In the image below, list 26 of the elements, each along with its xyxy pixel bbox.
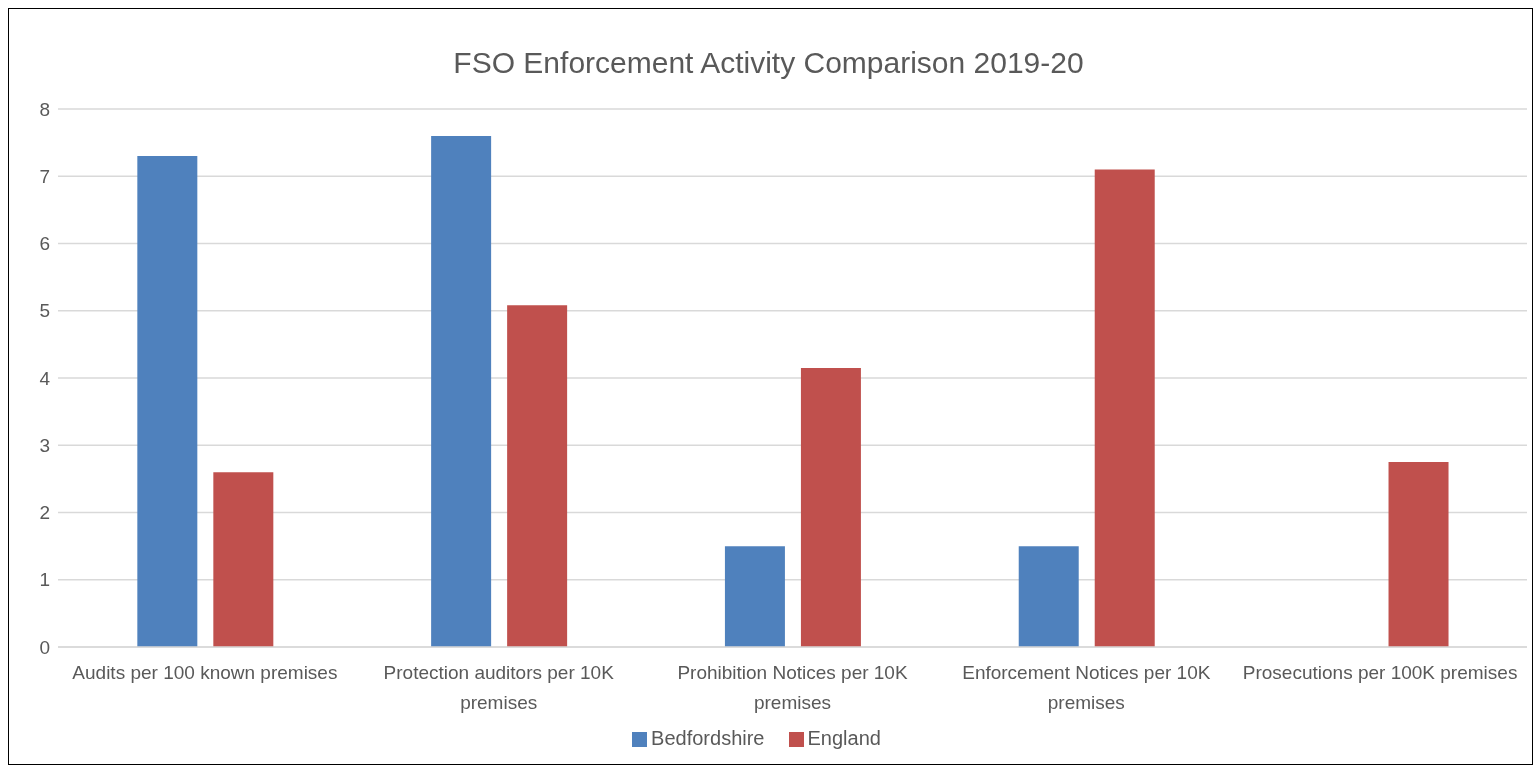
y-tick-label: 7 xyxy=(39,165,50,187)
bar xyxy=(431,135,492,647)
legend-label: England xyxy=(807,727,881,749)
bar xyxy=(1018,546,1079,647)
bar xyxy=(213,472,274,647)
y-tick-label: 2 xyxy=(39,502,50,524)
x-tick-label: Audits per 100 known premises xyxy=(72,662,338,683)
x-tick-label: Enforcement Notices per 10K premises xyxy=(962,662,1211,713)
legend-label: Bedfordshire xyxy=(651,727,765,749)
y-tick-label: 0 xyxy=(39,636,50,658)
chart-title: FSO Enforcement Activity Comparison 2019-20 xyxy=(452,46,1085,80)
bar xyxy=(1094,169,1155,647)
x-tick-label: Prosecutions per 100K premises xyxy=(1242,662,1518,683)
bar xyxy=(1388,462,1449,647)
y-tick-label: 4 xyxy=(39,367,51,389)
x-tick-label: Prohibition Notices per 10K premises xyxy=(677,662,908,713)
y-tick-label: 5 xyxy=(39,300,50,322)
y-tick-label: 8 xyxy=(39,98,50,120)
bar xyxy=(724,546,785,647)
y-tick-label: 3 xyxy=(39,434,50,456)
bar xyxy=(507,305,568,647)
y-tick-label: 1 xyxy=(39,569,50,591)
y-tick-label: 6 xyxy=(39,233,50,255)
bar xyxy=(137,156,198,647)
x-tick-label: Protection auditors per 10K premises xyxy=(383,662,615,713)
bar xyxy=(800,367,861,647)
